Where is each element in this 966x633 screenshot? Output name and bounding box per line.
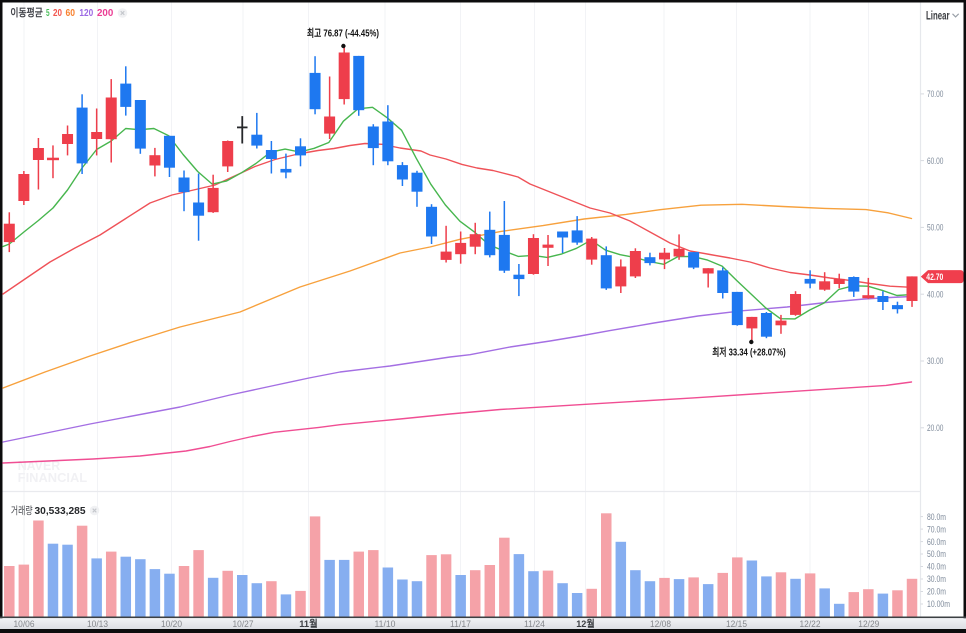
svg-text:이동평균: 이동평균 <box>10 6 43 19</box>
svg-text:60: 60 <box>66 7 76 19</box>
svg-text:12/22: 12/22 <box>800 619 821 630</box>
svg-text:40.0m: 40.0m <box>927 562 946 572</box>
svg-text:최고 76.87 (-44.45%): 최고 76.87 (-44.45%) <box>307 27 379 40</box>
svg-text:40.00: 40.00 <box>927 289 943 299</box>
svg-text:12월: 12월 <box>576 618 595 630</box>
svg-text:거래량: 거래량 <box>11 505 33 517</box>
svg-text:12/08: 12/08 <box>650 619 671 630</box>
svg-text:20.00: 20.00 <box>927 423 943 433</box>
svg-text:11월: 11월 <box>299 618 318 630</box>
svg-text:30.00: 30.00 <box>927 356 943 366</box>
svg-text:30,533,285: 30,533,285 <box>35 505 86 517</box>
svg-text:11/10: 11/10 <box>375 619 396 630</box>
svg-text:11/24: 11/24 <box>524 619 545 630</box>
svg-text:Linear: Linear <box>926 11 950 23</box>
svg-text:70.00: 70.00 <box>927 89 943 99</box>
svg-text:12/29: 12/29 <box>858 619 879 630</box>
svg-text:11/17: 11/17 <box>450 619 471 630</box>
svg-text:200: 200 <box>97 7 113 19</box>
svg-text:10/20: 10/20 <box>161 619 182 630</box>
svg-text:20.0m: 20.0m <box>927 587 946 597</box>
svg-text:30.0m: 30.0m <box>927 574 946 584</box>
svg-text:FINANCIAL: FINANCIAL <box>18 471 88 485</box>
svg-text:5: 5 <box>46 7 50 19</box>
svg-text:60.00: 60.00 <box>927 156 943 166</box>
svg-text:10/06: 10/06 <box>14 619 35 630</box>
svg-text:80.0m: 80.0m <box>927 512 946 522</box>
svg-text:10/13: 10/13 <box>87 619 108 630</box>
svg-text:60.0m: 60.0m <box>927 537 946 547</box>
svg-text:70.0m: 70.0m <box>927 524 946 534</box>
svg-text:50.0m: 50.0m <box>927 549 946 559</box>
svg-text:12/15: 12/15 <box>726 619 747 630</box>
svg-text:20: 20 <box>53 7 62 19</box>
svg-text:최저 33.34 (+28.07%): 최저 33.34 (+28.07%) <box>712 346 786 359</box>
svg-text:50.00: 50.00 <box>927 223 943 233</box>
svg-text:10.00m: 10.00m <box>927 599 950 609</box>
svg-text:42.70: 42.70 <box>926 272 943 282</box>
svg-text:10/27: 10/27 <box>233 619 254 630</box>
svg-text:120: 120 <box>79 7 93 19</box>
